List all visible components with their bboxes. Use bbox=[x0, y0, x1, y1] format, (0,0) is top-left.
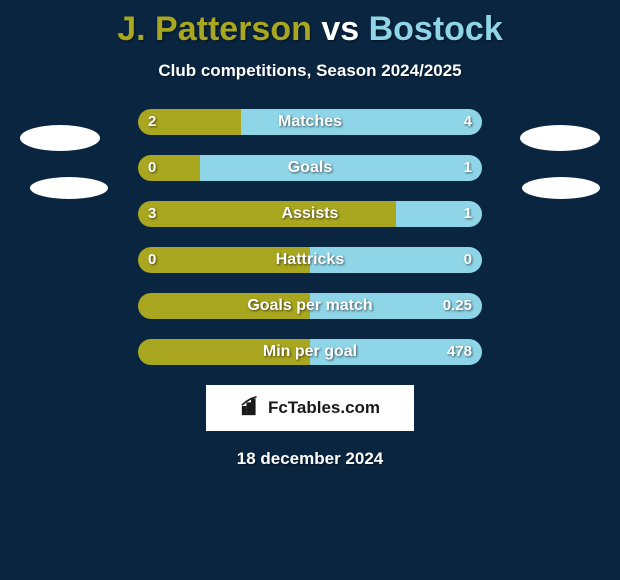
stat-bar-track bbox=[138, 293, 482, 319]
stat-row: Matches24 bbox=[0, 109, 620, 135]
stat-bar-left bbox=[138, 247, 310, 273]
stat-value-right: 0 bbox=[464, 247, 472, 273]
stat-value-left: 2 bbox=[148, 109, 156, 135]
stats-container: Matches24Goals01Assists31Hattricks00Goal… bbox=[0, 109, 620, 365]
stat-value-right: 1 bbox=[464, 155, 472, 181]
player1-name: J. Patterson bbox=[117, 10, 312, 48]
stat-row: Min per goal478 bbox=[0, 339, 620, 365]
stat-value-left: 3 bbox=[148, 201, 156, 227]
brand-text: FcTables.com bbox=[268, 398, 380, 418]
stat-row: Goals01 bbox=[0, 155, 620, 181]
stat-bar-right bbox=[200, 155, 482, 181]
stat-value-left: 0 bbox=[148, 155, 156, 181]
stat-bar-right bbox=[310, 247, 482, 273]
stat-bar-track bbox=[138, 109, 482, 135]
brand-badge: FcTables.com bbox=[206, 385, 414, 431]
stat-value-right: 478 bbox=[447, 339, 472, 365]
stat-value-left: 0 bbox=[148, 247, 156, 273]
page-title: J. Patterson vs Bostock bbox=[0, 0, 620, 49]
stat-value-right: 4 bbox=[464, 109, 472, 135]
stat-bar-left bbox=[138, 201, 396, 227]
player2-name: Bostock bbox=[369, 10, 503, 48]
stat-bar-right bbox=[241, 109, 482, 135]
stat-bar-track bbox=[138, 247, 482, 273]
date-text: 18 december 2024 bbox=[0, 449, 620, 469]
brand-chart-icon bbox=[240, 395, 262, 422]
stat-bar-track bbox=[138, 155, 482, 181]
subtitle: Club competitions, Season 2024/2025 bbox=[0, 61, 620, 81]
stat-value-right: 0.25 bbox=[443, 293, 472, 319]
stat-value-right: 1 bbox=[464, 201, 472, 227]
stat-bar-track bbox=[138, 201, 482, 227]
stat-bar-track bbox=[138, 339, 482, 365]
stat-bar-left bbox=[138, 293, 310, 319]
stat-bar-left bbox=[138, 339, 310, 365]
stat-row: Goals per match0.25 bbox=[0, 293, 620, 319]
stat-row: Assists31 bbox=[0, 201, 620, 227]
vs-text: vs bbox=[321, 10, 359, 48]
stat-row: Hattricks00 bbox=[0, 247, 620, 273]
